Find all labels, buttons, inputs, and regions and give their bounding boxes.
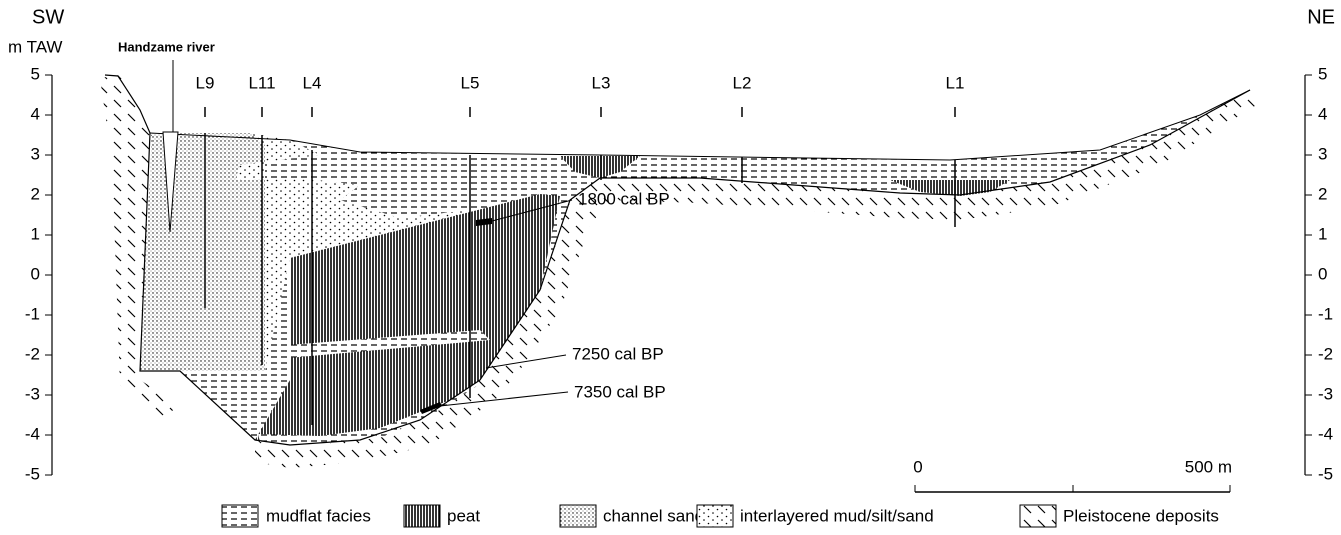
tick-label: -5: [25, 464, 40, 483]
tick-label: -1: [1318, 304, 1333, 323]
tick-label: -4: [25, 424, 40, 443]
legend-swatch: [697, 505, 733, 527]
core-label: L9: [196, 73, 215, 92]
legend-swatch: [560, 505, 596, 527]
legend-swatch: [222, 505, 258, 527]
core-label: L3: [592, 73, 611, 92]
legend-swatch: [1020, 505, 1056, 527]
tick-label: -2: [25, 344, 40, 363]
legend-label: channel sand: [603, 506, 704, 525]
tick-label: 1: [31, 224, 40, 243]
tick-label: -5: [1318, 464, 1333, 483]
tick-label: 2: [31, 184, 40, 203]
cross-section: 1800 cal BP 7250 cal BP 7350 cal BP SW N…: [0, 0, 1341, 530]
axis-unit: m TAW: [8, 37, 62, 56]
river-label: Handzame river: [118, 39, 215, 54]
legend-label: mudflat facies: [266, 506, 371, 525]
legend-label: Pleistocene deposits: [1063, 506, 1219, 525]
tick-label: 4: [1318, 104, 1327, 123]
tick-label: 0: [31, 264, 40, 283]
core-label: L11: [248, 73, 275, 92]
tick-label: 4: [31, 104, 40, 123]
tick-label: 1: [1318, 224, 1327, 243]
legend-swatch: [404, 505, 440, 527]
tick-label: 3: [1318, 144, 1327, 163]
date-label: 7250 cal BP: [572, 344, 664, 363]
tick-label: -4: [1318, 424, 1333, 443]
scale-label: 0: [913, 457, 922, 476]
date-label: 7350 cal BP: [574, 382, 666, 401]
direction-label: NE: [1307, 6, 1335, 28]
core-label: L5: [461, 73, 480, 92]
scale-label: 500 m: [1185, 457, 1232, 476]
tick-label: -1: [25, 304, 40, 323]
core-label: L4: [303, 73, 322, 92]
tick-label: 5: [1318, 64, 1327, 83]
tick-label: 5: [31, 64, 40, 83]
tick-label: 0: [1318, 264, 1327, 283]
tick-label: -3: [1318, 384, 1333, 403]
direction-label: SW: [32, 6, 64, 28]
legend-label: peat: [447, 506, 480, 525]
core-label: L1: [946, 73, 965, 92]
tick-label: -3: [25, 384, 40, 403]
tick-label: -2: [1318, 344, 1333, 363]
legend: mudflat facies peat channel sand interla…: [222, 505, 1219, 527]
tick-label: 3: [31, 144, 40, 163]
core-label: L2: [733, 73, 752, 92]
tick-label: 2: [1318, 184, 1327, 203]
legend-label: interlayered mud/silt/sand: [740, 506, 934, 525]
date-label: 1800 cal BP: [578, 189, 670, 208]
